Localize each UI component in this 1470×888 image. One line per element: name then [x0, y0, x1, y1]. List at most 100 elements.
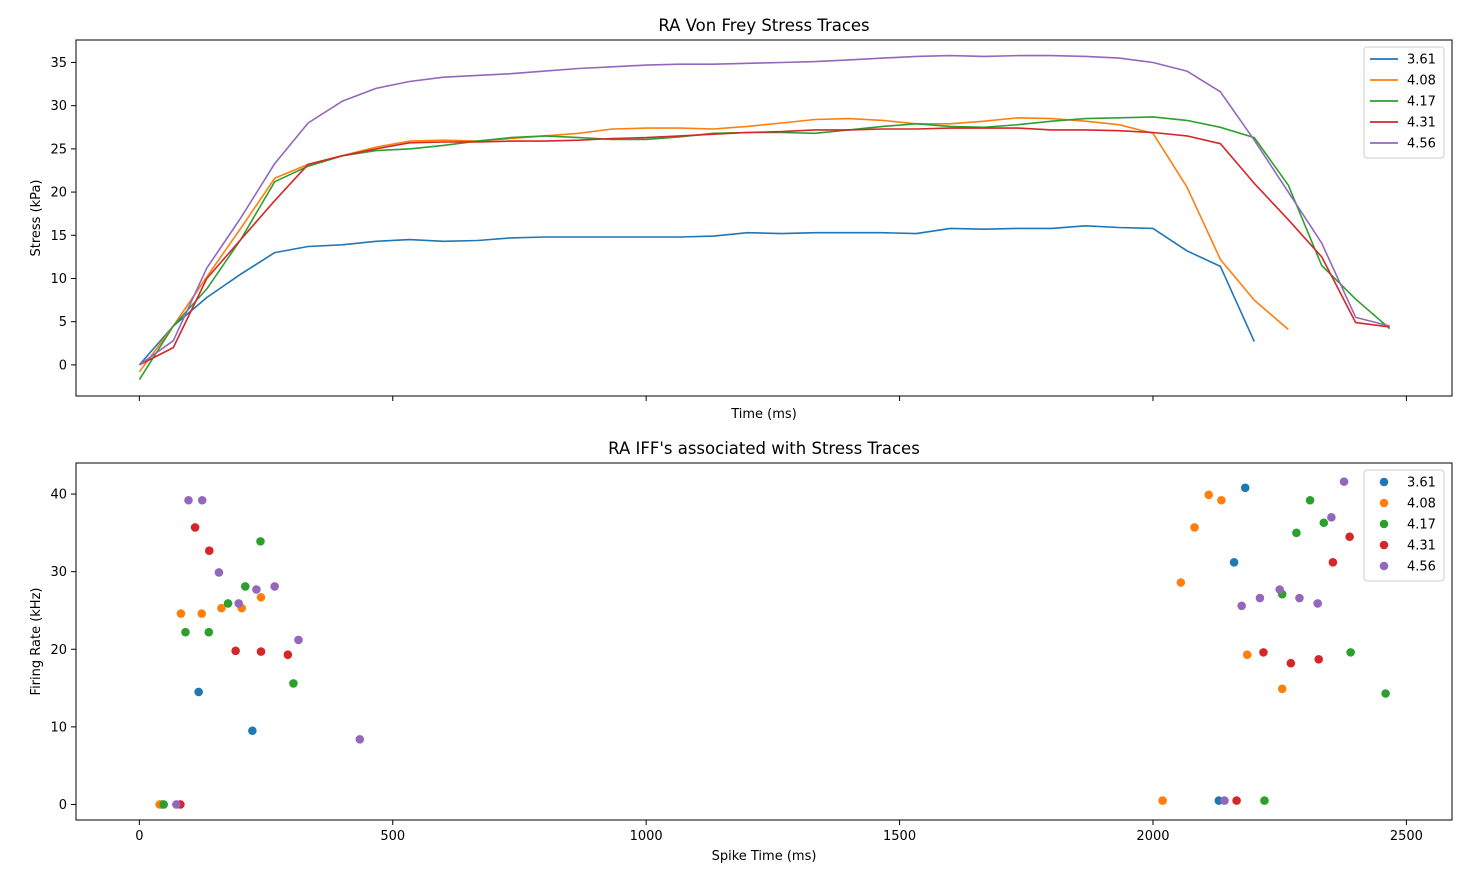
legend-label-4-31: 4.31 [1407, 116, 1436, 131]
legend-label-4-17: 4.17 [1407, 95, 1436, 110]
scatter-point-4-56 [214, 568, 224, 577]
series-line-4-56 [138, 54, 1390, 366]
iff-frame [75, 462, 1453, 821]
legend-swatch-4-08 [1379, 498, 1389, 508]
scatter-point-4-56 [1255, 593, 1265, 603]
iff-legend-box [1363, 469, 1445, 582]
scatter-point-4-56 [1275, 585, 1284, 594]
legend-label-4-31: 4.31 [1407, 539, 1436, 554]
scatter-point-4-56 [355, 734, 365, 744]
scatter-point-4-08 [1204, 490, 1214, 500]
legend-label-4-56: 4.56 [1407, 137, 1436, 152]
iff-xtick-label: 2500 [1390, 829, 1423, 844]
legend-label-4-08: 4.08 [1407, 497, 1436, 512]
scatter-point-4-31 [1259, 648, 1268, 657]
legend-label-3-61: 3.61 [1407, 53, 1436, 68]
scatter-point-4-08 [1242, 650, 1252, 659]
scatter-point-4-56 [294, 635, 303, 645]
scatter-point-4-56 [1237, 601, 1246, 611]
scatter-point-4-31 [190, 523, 200, 532]
scatter-point-4-31 [231, 646, 240, 656]
stress-ytick-label: 0 [59, 358, 67, 373]
scatter-point-4-08 [1176, 578, 1186, 587]
scatter-point-3-61 [1240, 483, 1250, 493]
iff-xtick-label: 1500 [883, 829, 916, 844]
series-line-3-61 [138, 225, 1256, 366]
scatter-point-4-08 [176, 609, 186, 618]
iff-ylabel: Firing Rate (kHz) [29, 588, 44, 696]
stress-ytick-label: 10 [50, 272, 67, 287]
iff-xtick-label: 1000 [630, 829, 663, 844]
stress-ytick-label: 5 [59, 315, 67, 330]
scatter-point-4-56 [172, 800, 181, 809]
scatter-point-4-08 [1217, 495, 1226, 505]
scatter-point-4-17 [1381, 689, 1390, 698]
scatter-point-4-31 [1286, 658, 1296, 668]
scatter-point-4-56 [234, 599, 243, 608]
iff-ytick-label: 20 [50, 643, 67, 658]
scatter-point-4-17 [1292, 528, 1301, 538]
scatter-point-4-31 [1345, 532, 1354, 542]
legend-label-4-17: 4.17 [1407, 518, 1436, 533]
legend-swatch-4-31 [1379, 540, 1389, 550]
scatter-point-4-08 [256, 592, 266, 602]
stress-xlabel: Time (ms) [730, 407, 797, 422]
scatter-point-4-56 [1313, 599, 1322, 608]
legend-swatch-3-61 [1379, 477, 1389, 487]
scatter-point-4-17 [1260, 796, 1269, 805]
series-line-4-17 [138, 116, 1391, 381]
scatter-point-4-08 [197, 609, 206, 618]
scatter-point-4-56 [270, 582, 279, 591]
stress-ytick-label: 30 [50, 99, 67, 114]
series-line-4-08 [138, 117, 1289, 373]
iff-plot [71, 462, 1453, 825]
stress-ytick-label: 15 [50, 229, 67, 244]
series-line-4-31 [139, 127, 1390, 366]
stress-ytick-label: 20 [50, 186, 67, 201]
scatter-point-4-17 [289, 679, 298, 688]
stress-plot [71, 39, 1453, 401]
scatter-point-4-08 [1158, 796, 1167, 805]
iff-xtick-label: 0 [135, 829, 143, 844]
scatter-point-4-17 [223, 599, 233, 608]
scatter-point-4-56 [1339, 477, 1349, 486]
scatter-point-4-31 [1328, 558, 1338, 567]
legend-swatch-4-17 [1379, 519, 1389, 529]
scatter-point-4-56 [1295, 593, 1304, 603]
legend-label-4-56: 4.56 [1407, 560, 1436, 575]
scatter-point-4-17 [1319, 518, 1329, 528]
iff-legend [1363, 469, 1445, 582]
stress-ytick-label: 25 [50, 142, 67, 157]
stress-data [138, 54, 1391, 381]
scatter-point-4-31 [1232, 796, 1241, 805]
iff-ytick-label: 30 [50, 565, 67, 580]
stress-legend [1363, 46, 1445, 159]
scatter-point-4-17 [159, 800, 168, 809]
scatter-point-4-17 [1305, 495, 1315, 505]
scatter-point-4-17 [240, 582, 250, 591]
iff-title: RA IFF's associated with Stress Traces [608, 439, 920, 458]
iff-xlabel: Spike Time (ms) [712, 849, 817, 864]
stress-legend-box [1363, 46, 1445, 159]
scatter-point-4-17 [181, 627, 190, 637]
scatter-point-3-61 [248, 726, 257, 736]
iff-ytick-label: 10 [50, 720, 67, 735]
iff-xtick-label: 2000 [1136, 829, 1169, 844]
legend-label-4-08: 4.08 [1407, 74, 1436, 89]
legend-swatch-4-56 [1379, 561, 1389, 571]
stress-ytick-label: 35 [50, 56, 67, 71]
scatter-point-4-08 [217, 603, 226, 613]
iff-xtick-label: 500 [380, 829, 405, 844]
scatter-point-4-56 [1220, 796, 1229, 805]
iff-data [155, 477, 1390, 809]
scatter-point-4-31 [283, 650, 293, 659]
iff-ytick-label: 0 [59, 798, 67, 813]
scatter-point-3-61 [1229, 558, 1239, 567]
scatter-point-4-17 [204, 627, 214, 637]
scatter-point-4-56 [1327, 513, 1336, 522]
stress-ylabel: Stress (kPa) [29, 180, 44, 257]
scatter-point-4-08 [1190, 523, 1199, 532]
legend-label-3-61: 3.61 [1407, 476, 1436, 491]
